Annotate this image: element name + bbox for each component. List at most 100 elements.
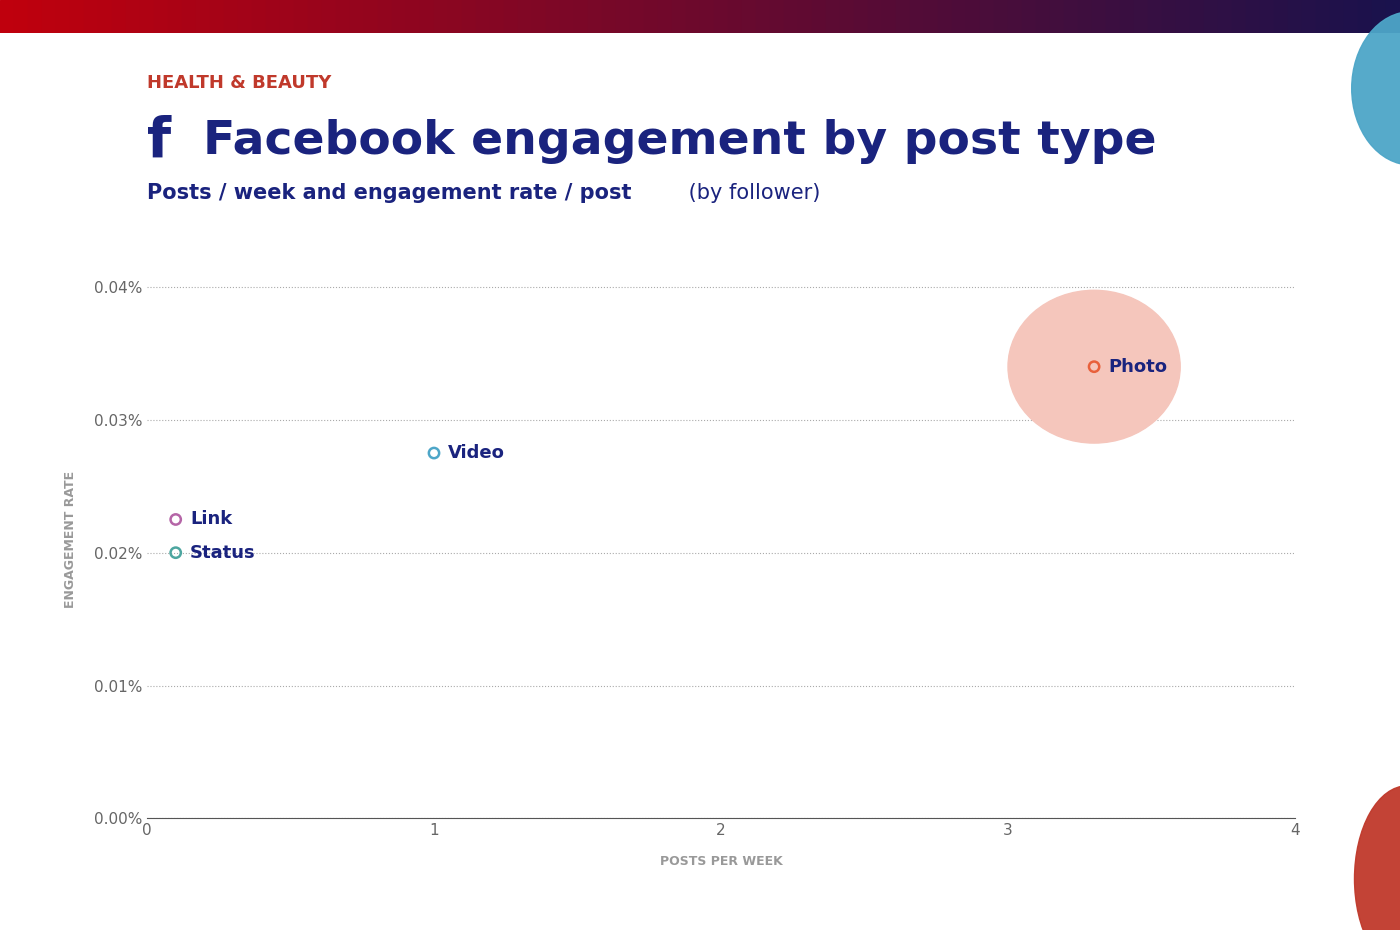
Bar [574,0,588,33]
Bar [504,0,518,33]
Bar [1064,0,1078,33]
Text: Photo: Photo [1109,358,1168,376]
Bar [518,0,532,33]
Bar [280,0,294,33]
Bar [1120,0,1134,33]
Bar [714,0,728,33]
Bar [966,0,980,33]
Bar [812,0,826,33]
Bar [1218,0,1232,33]
Bar [364,0,378,33]
Bar [210,0,224,33]
Bar [644,0,658,33]
Bar [1078,0,1092,33]
Bar [28,0,42,33]
Bar [448,0,462,33]
Text: Rival
IQ: Rival IQ [1221,855,1278,898]
Text: Video: Video [448,444,505,462]
Bar [1302,0,1316,33]
Bar [1176,0,1190,33]
Bar [168,0,182,33]
Bar [1386,0,1400,33]
Bar [392,0,406,33]
Text: Link: Link [190,511,232,528]
Bar [1330,0,1344,33]
Text: f: f [147,114,171,168]
Bar [140,0,154,33]
Bar [434,0,448,33]
Bar [532,0,546,33]
Bar [784,0,798,33]
Point [165,512,188,527]
Bar [924,0,938,33]
Bar [1358,0,1372,33]
Bar [868,0,882,33]
Text: HEALTH & BEAUTY: HEALTH & BEAUTY [147,74,332,92]
Bar [952,0,966,33]
Bar [1344,0,1358,33]
Bar [378,0,392,33]
Text: Facebook engagement by post type: Facebook engagement by post type [203,119,1156,164]
Bar [112,0,126,33]
Bar [756,0,770,33]
Bar [420,0,434,33]
Text: (by follower): (by follower) [682,182,820,203]
Bar [14,0,28,33]
Bar [1274,0,1288,33]
Bar [336,0,350,33]
Bar [238,0,252,33]
Ellipse shape [1008,290,1180,443]
Bar [126,0,140,33]
Y-axis label: ENGAGEMENT RATE: ENGAGEMENT RATE [64,471,77,608]
Bar [630,0,644,33]
Bar [616,0,630,33]
Bar [56,0,70,33]
Bar [588,0,602,33]
Text: Posts / week and engagement rate / post: Posts / week and engagement rate / post [147,182,631,203]
Bar [1148,0,1162,33]
Bar [658,0,672,33]
Bar [700,0,714,33]
Bar [1204,0,1218,33]
Point [1084,359,1106,374]
Bar [1316,0,1330,33]
Bar [406,0,420,33]
Bar [1036,0,1050,33]
Bar [294,0,308,33]
Bar [980,0,994,33]
Bar [770,0,784,33]
Bar [854,0,868,33]
Bar [546,0,560,33]
Bar [322,0,336,33]
X-axis label: POSTS PER WEEK: POSTS PER WEEK [659,855,783,868]
Bar [1190,0,1204,33]
Bar [42,0,56,33]
Bar [1246,0,1260,33]
Bar [1260,0,1274,33]
Bar [882,0,896,33]
Text: Status: Status [190,544,256,562]
Bar [1288,0,1302,33]
Bar [308,0,322,33]
Bar [1022,0,1036,33]
Bar [994,0,1008,33]
Bar [154,0,168,33]
Bar [224,0,238,33]
Bar [70,0,84,33]
Bar [798,0,812,33]
Bar [196,0,210,33]
Bar [1106,0,1120,33]
Bar [350,0,364,33]
Bar [1008,0,1022,33]
Bar [1162,0,1176,33]
Bar [672,0,686,33]
Bar [938,0,952,33]
Bar [840,0,854,33]
Bar [84,0,98,33]
Bar [252,0,266,33]
Bar [826,0,840,33]
Point [423,445,445,460]
Bar [98,0,112,33]
Bar [910,0,924,33]
Bar [462,0,476,33]
